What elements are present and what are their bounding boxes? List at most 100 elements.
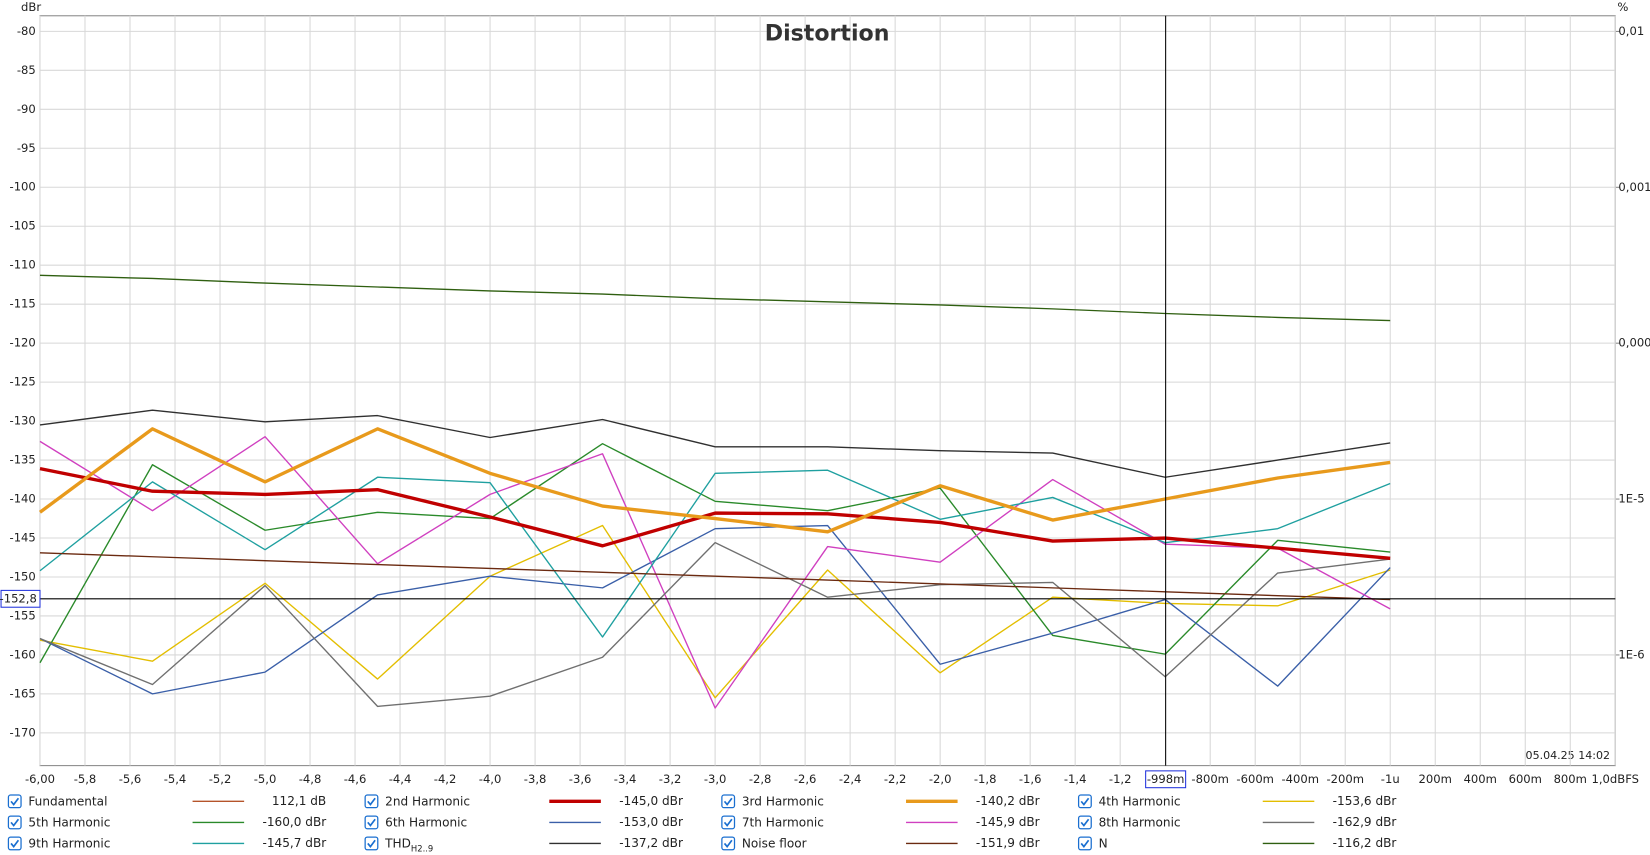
legend-name: 4th Harmonic bbox=[1099, 794, 1181, 808]
legend-checkbox[interactable] bbox=[7, 836, 22, 851]
x-tick-label: -1,2 bbox=[1109, 772, 1132, 786]
y-tick-label: -135 bbox=[10, 453, 36, 467]
x-tick-label: -800m bbox=[1191, 772, 1229, 786]
legend-checkbox[interactable] bbox=[7, 815, 22, 830]
legend-item[interactable]: 4th Harmonic -153,6 dBr bbox=[1077, 794, 1397, 809]
legend-check bbox=[1080, 839, 1090, 848]
legend-check bbox=[10, 797, 20, 806]
legend-item[interactable]: 5th Harmonic -160,0 dBr bbox=[7, 815, 326, 830]
legend-checkbox[interactable] bbox=[721, 794, 736, 809]
legend-name: 9th Harmonic bbox=[28, 836, 110, 850]
legend-label: 4th Harmonic bbox=[1099, 794, 1181, 808]
legend-label: 7th Harmonic bbox=[742, 815, 824, 829]
x-tick-label: -2,8 bbox=[749, 772, 772, 786]
y-tick-label: -115 bbox=[10, 297, 36, 311]
x-tick-label: 800m bbox=[1554, 772, 1587, 786]
x-tick-label: -1,6 bbox=[1019, 772, 1042, 786]
legend-checkbox[interactable] bbox=[721, 815, 736, 830]
cursor-y-box bbox=[0, 589, 41, 608]
legend-checkbox[interactable] bbox=[7, 794, 22, 809]
x-tick-label: -4,8 bbox=[299, 772, 322, 786]
legend-item[interactable]: 3rd Harmonic -140,2 dBr bbox=[721, 794, 1040, 809]
x-tick-label: 600m bbox=[1509, 772, 1542, 786]
y-tick-label: -80 bbox=[17, 24, 36, 38]
x-tick-label: -3,0 bbox=[704, 772, 727, 786]
x-tick-label: -6,00 bbox=[25, 772, 55, 786]
legend-name-sub: H2..9 bbox=[411, 843, 433, 853]
legend-checkbox[interactable] bbox=[364, 836, 379, 851]
cursor-x-box bbox=[1145, 770, 1187, 789]
timestamp: 05.04.25 14:02 bbox=[1526, 749, 1610, 762]
legend-readout: -137,2 dBr bbox=[619, 836, 683, 850]
legend-name: 3rd Harmonic bbox=[742, 794, 824, 808]
legend-check bbox=[10, 839, 20, 848]
legend-label: Fundamental bbox=[28, 794, 107, 808]
legend-label: Noise floor bbox=[742, 836, 807, 850]
legend-name: Noise floor bbox=[742, 836, 807, 850]
legend-checkbox[interactable] bbox=[721, 836, 736, 851]
legend-checkbox[interactable] bbox=[1077, 815, 1092, 830]
x-tick-label: -400m bbox=[1281, 772, 1319, 786]
y2-tick-label: 1E-5 bbox=[1618, 492, 1644, 506]
x-tick-label: -5,6 bbox=[119, 772, 142, 786]
legend-checkbox[interactable] bbox=[1077, 794, 1092, 809]
legend-item[interactable]: 2nd Harmonic -145,0 dBr bbox=[364, 794, 683, 809]
legend-checkbox[interactable] bbox=[1077, 836, 1092, 851]
y-tick-label: -130 bbox=[10, 414, 36, 428]
legend-item[interactable]: Fundamental 112,1 dB bbox=[7, 794, 326, 809]
y2-tick-label: 0,01 bbox=[1618, 24, 1644, 38]
legend-label: 9th Harmonic bbox=[28, 836, 110, 850]
x-tick-label: -5,2 bbox=[209, 772, 232, 786]
x-tick-label: -4,4 bbox=[389, 772, 412, 786]
legend-label: 2nd Harmonic bbox=[385, 794, 470, 808]
legend-readout: -153,0 dBr bbox=[619, 815, 683, 829]
y-tick-label: -145 bbox=[10, 531, 36, 545]
y-tick-label: -105 bbox=[10, 219, 36, 233]
legend-readout: -151,9 dBr bbox=[976, 836, 1040, 850]
y-tick-label: -120 bbox=[10, 336, 36, 350]
legend-check bbox=[367, 818, 376, 827]
x-tick-label: -5,0 bbox=[254, 772, 277, 786]
legend-item[interactable]: Noise floor -151,9 dBr bbox=[721, 836, 1040, 851]
legend-item[interactable]: 8th Harmonic -162,9 dBr bbox=[1077, 815, 1397, 830]
legend-readout: -145,7 dBr bbox=[262, 836, 326, 850]
legend-label: 6th Harmonic bbox=[385, 815, 467, 829]
x-tick-label: -4,2 bbox=[434, 772, 457, 786]
y-tick-label: -140 bbox=[10, 492, 36, 506]
x-tick-label: -1u bbox=[1381, 772, 1400, 786]
legend-item[interactable]: THDH2..9 -137,2 dBr bbox=[364, 836, 683, 853]
x-tick-label: -1,4 bbox=[1064, 772, 1087, 786]
y-tick-label: -170 bbox=[10, 725, 36, 739]
x-tick-label: -3,2 bbox=[659, 772, 682, 786]
legend-item[interactable]: 9th Harmonic -145,7 dBr bbox=[7, 836, 326, 851]
legend-checkbox[interactable] bbox=[364, 815, 379, 830]
legend-check bbox=[1080, 797, 1090, 806]
legend-name: 6th Harmonic bbox=[385, 815, 467, 829]
y2-tick-label: 1E-6 bbox=[1618, 647, 1644, 661]
plot-area bbox=[39, 15, 1616, 767]
y2-tick-label: 0,001 bbox=[1618, 180, 1650, 194]
legend-item[interactable]: 7th Harmonic -145,9 dBr bbox=[721, 815, 1040, 830]
x-tick-label: -5,4 bbox=[164, 772, 187, 786]
cursor-x-label: -998m bbox=[1147, 772, 1185, 786]
legend-checkbox[interactable] bbox=[364, 794, 379, 809]
x-tick-label: 400m bbox=[1464, 772, 1497, 786]
legend-label: 5th Harmonic bbox=[28, 815, 110, 829]
x-tick-label: -4,0 bbox=[479, 772, 502, 786]
legend-check bbox=[723, 797, 733, 806]
y-tick-label: -100 bbox=[10, 180, 36, 194]
legend-name: 2nd Harmonic bbox=[385, 794, 470, 808]
x-tick-label: -2,6 bbox=[794, 772, 817, 786]
y-tick-label: -90 bbox=[17, 102, 36, 116]
legend-readout: -153,6 dBr bbox=[1333, 794, 1397, 808]
legend-item[interactable]: 6th Harmonic -153,0 dBr bbox=[364, 815, 683, 830]
legend-readout: 112,1 dB bbox=[272, 794, 326, 808]
legend-item[interactable]: N -116,2 dBr bbox=[1077, 836, 1397, 851]
legend-readout: -140,2 dBr bbox=[976, 794, 1040, 808]
legend-label: N bbox=[1099, 836, 1108, 850]
legend-readout: -162,9 dBr bbox=[1333, 815, 1397, 829]
legend-readout: -116,2 dBr bbox=[1333, 836, 1397, 850]
legend-name: N bbox=[1099, 836, 1108, 850]
y-tick-label: -125 bbox=[10, 375, 36, 389]
